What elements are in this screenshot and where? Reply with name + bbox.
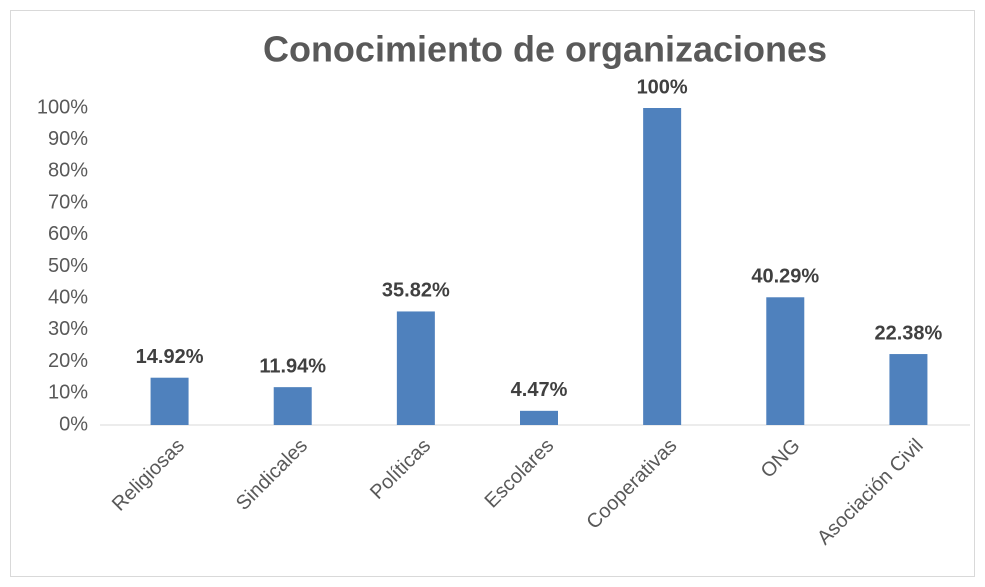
- y-tick-label: 80%: [48, 160, 88, 182]
- y-tick-label: 10%: [48, 382, 88, 404]
- bar: [889, 354, 928, 425]
- bar: [520, 410, 558, 425]
- chart-border: [10, 10, 975, 577]
- y-tick-label: 20%: [48, 350, 88, 372]
- bar: [643, 108, 682, 425]
- bar: [150, 377, 189, 425]
- y-tick-label: 100%: [37, 96, 88, 118]
- y-tick-label: 60%: [48, 223, 88, 245]
- bar: [396, 311, 435, 425]
- chart-title: Conocimiento de organizaciones: [263, 29, 827, 70]
- value-label: 100%: [637, 76, 688, 98]
- y-tick-label: 90%: [48, 128, 88, 150]
- bar: [273, 387, 312, 425]
- value-label: 14.92%: [136, 346, 204, 368]
- bar: [766, 297, 805, 425]
- y-tick-label: 50%: [48, 255, 88, 277]
- y-tick-label: 70%: [48, 191, 88, 213]
- y-tick-label: 30%: [48, 318, 88, 340]
- value-label: 40.29%: [751, 266, 819, 288]
- value-label: 35.82%: [382, 280, 450, 302]
- value-label: 22.38%: [875, 322, 943, 344]
- y-tick-label: 40%: [48, 286, 88, 308]
- value-label: 11.94%: [259, 355, 326, 377]
- value-label: 4.47%: [511, 379, 568, 401]
- y-tick-label: 0%: [59, 413, 88, 435]
